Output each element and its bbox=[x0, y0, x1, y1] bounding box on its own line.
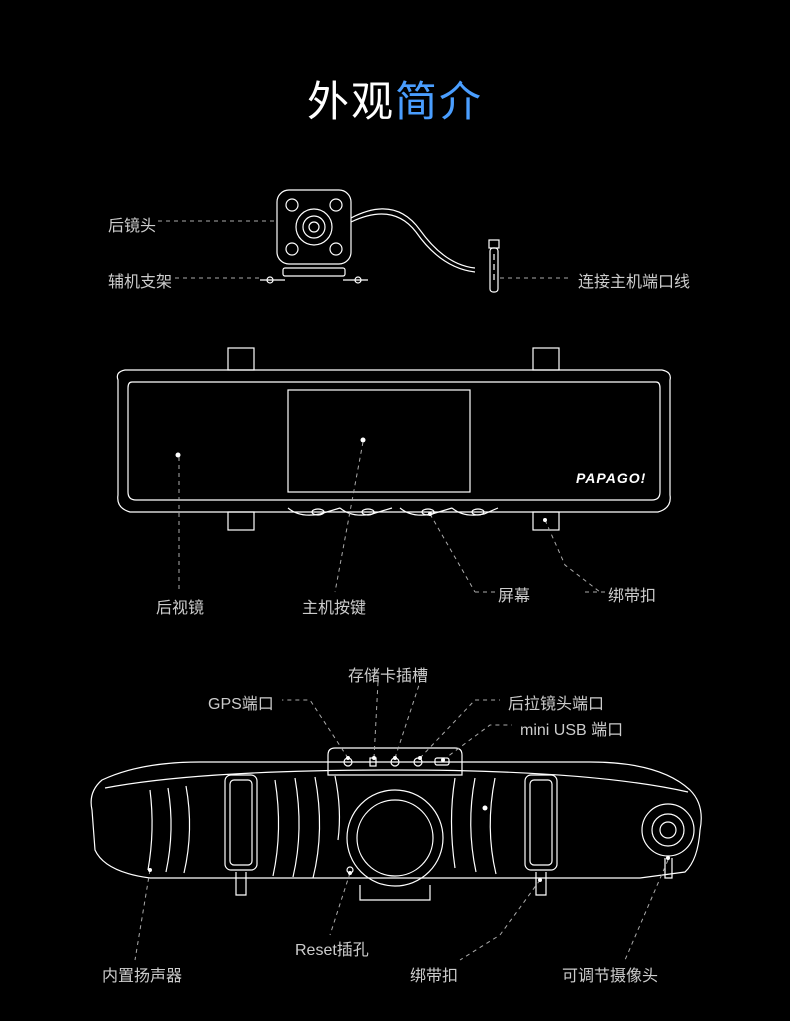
label-aux-bracket: 辅机支架 bbox=[108, 268, 172, 292]
brand-logo: PAPAGO! bbox=[576, 470, 646, 486]
mirror-back-group bbox=[91, 748, 701, 900]
label-screen: 屏幕 bbox=[498, 582, 530, 606]
label-sd-slot: 存储卡插槽 bbox=[348, 662, 428, 686]
label-rear-cam-port: 后拉镜头端口 bbox=[508, 690, 604, 714]
label-host-buttons: 主机按键 bbox=[302, 594, 366, 618]
rear-camera-group bbox=[260, 190, 499, 292]
label-mini-usb: mini USB 端口 bbox=[520, 716, 623, 740]
label-reset: Reset插孔 bbox=[295, 936, 369, 960]
label-rearview-mirror: 后视镜 bbox=[156, 594, 204, 618]
label-adj-camera: 可调节摄像头 bbox=[562, 962, 658, 986]
label-gps-port: GPS端口 bbox=[208, 690, 274, 714]
label-speaker: 内置扬声器 bbox=[102, 962, 182, 986]
clip-left bbox=[225, 775, 257, 895]
label-host-cable: 连接主机端口线 bbox=[578, 268, 690, 292]
diagram-svg: .line { stroke: #ffffff; stroke-width: 1… bbox=[0, 0, 790, 1021]
label-strap-buckle2: 绑带扣 bbox=[410, 962, 458, 986]
label-strap-buckle: 绑带扣 bbox=[608, 582, 656, 606]
label-rear-camera: 后镜头 bbox=[108, 212, 156, 236]
mirror-front-group bbox=[117, 348, 670, 530]
clip-right bbox=[525, 775, 557, 895]
